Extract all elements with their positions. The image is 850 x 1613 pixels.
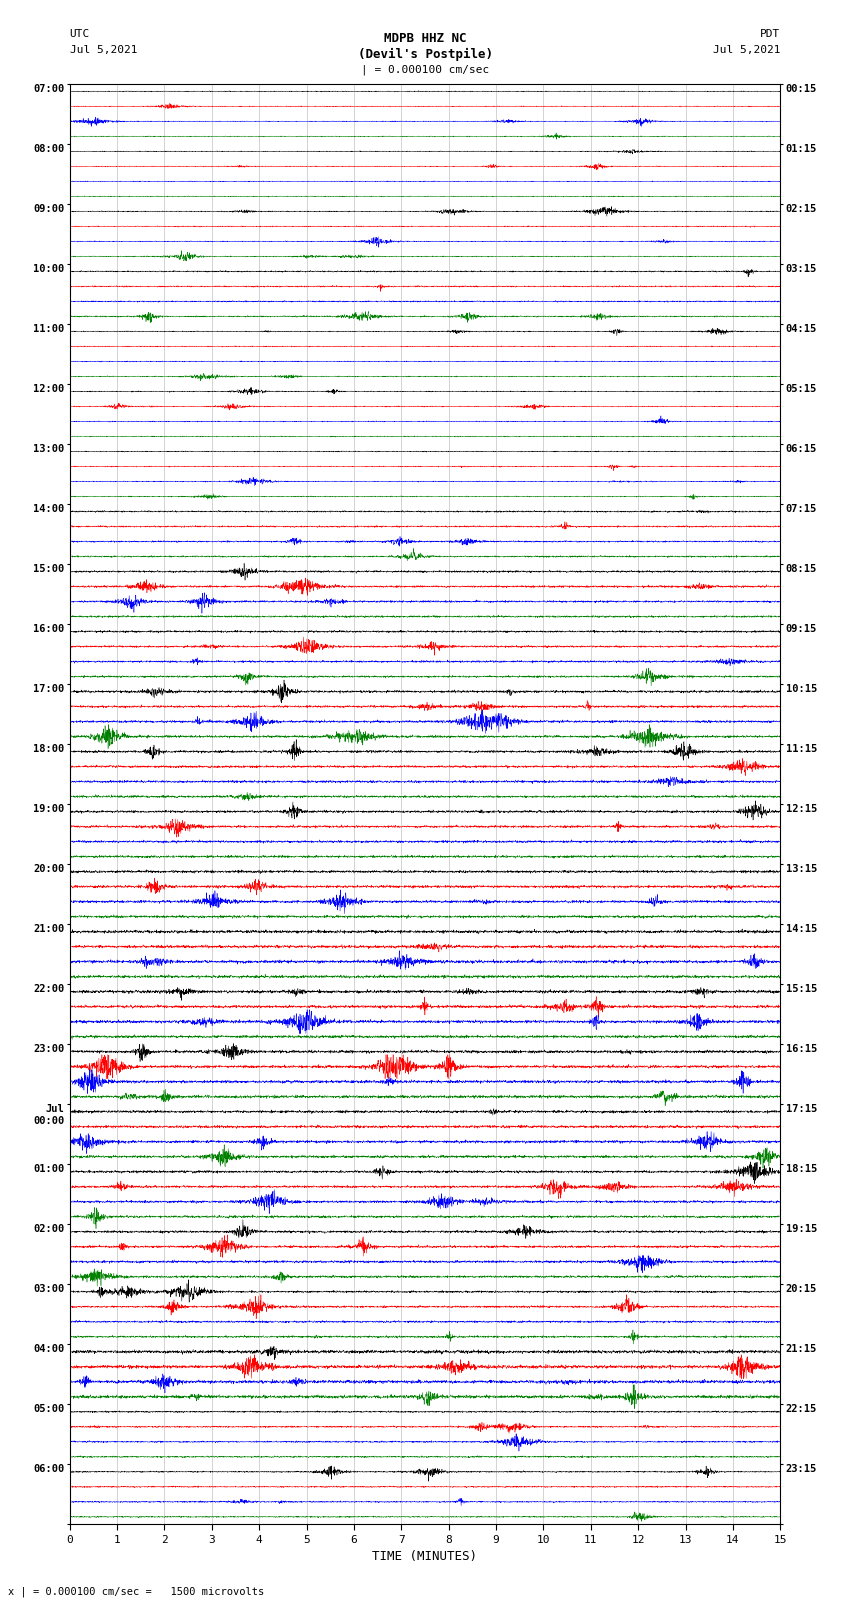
X-axis label: TIME (MINUTES): TIME (MINUTES) — [372, 1550, 478, 1563]
Text: (Devil's Postpile): (Devil's Postpile) — [358, 48, 492, 61]
Text: Jul 5,2021: Jul 5,2021 — [713, 45, 780, 55]
Text: MDPB HHZ NC: MDPB HHZ NC — [383, 32, 467, 45]
Text: Jul 5,2021: Jul 5,2021 — [70, 45, 137, 55]
Text: | = 0.000100 cm/sec: | = 0.000100 cm/sec — [361, 65, 489, 76]
Text: UTC: UTC — [70, 29, 90, 39]
Text: PDT: PDT — [760, 29, 780, 39]
Text: x | = 0.000100 cm/sec =   1500 microvolts: x | = 0.000100 cm/sec = 1500 microvolts — [8, 1586, 264, 1597]
